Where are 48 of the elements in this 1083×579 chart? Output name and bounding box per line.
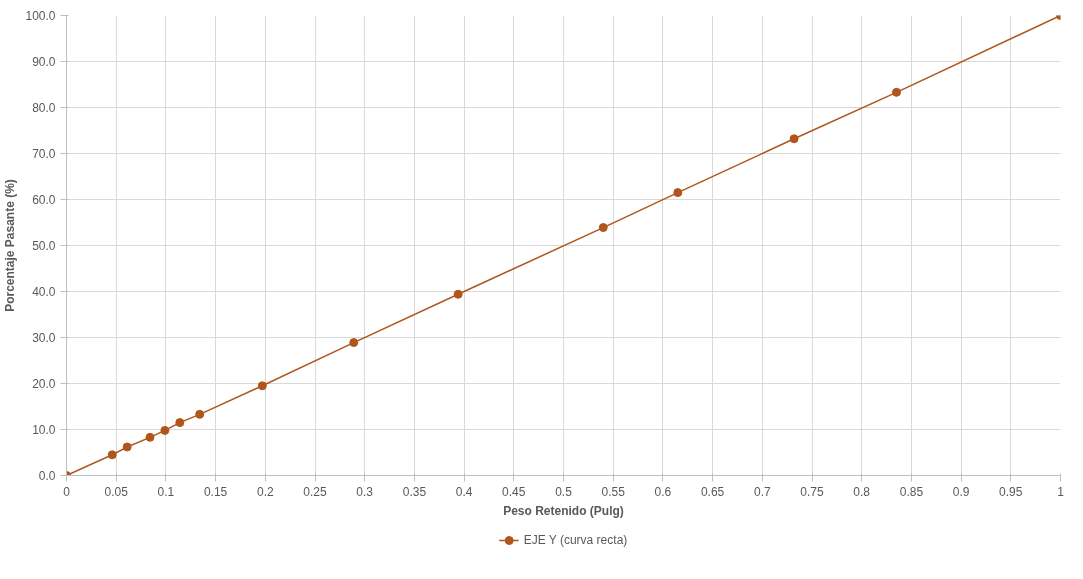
- x-tick-label: 1: [1057, 484, 1065, 499]
- y-tick-label: 50.0: [32, 239, 56, 253]
- point: [891, 87, 901, 97]
- x-tick-label: 0.65: [700, 484, 725, 499]
- y-tick-label: 0.0: [38, 469, 56, 483]
- point: [145, 432, 155, 442]
- point: [195, 409, 205, 419]
- point: [175, 418, 185, 428]
- x-tick-label: 0.75: [800, 484, 824, 499]
- y-tick-label: 100.0: [25, 9, 56, 23]
- x-tick-label: 0.7: [753, 484, 771, 499]
- point: [122, 442, 132, 452]
- x-tick-label: 0.95: [999, 484, 1023, 499]
- point: [453, 289, 463, 299]
- x-tick-label: 0: [63, 484, 71, 499]
- x-axis-title: Peso Retenido (Pulg): [503, 503, 624, 518]
- y-axis-title: Porcentaje Pasante (%): [3, 179, 18, 312]
- point: [107, 450, 117, 460]
- x-tick-label: 0.15: [203, 484, 228, 499]
- x-tick-label: 0.8: [853, 484, 871, 499]
- x-tick-label: 0.35: [402, 484, 427, 499]
- x-tick-label: 0.6: [654, 484, 672, 499]
- x-tick-label: 0.5: [555, 484, 573, 499]
- y-tick-label: 70.0: [32, 147, 56, 161]
- x-tick-label: 0.55: [601, 484, 626, 499]
- y-tick-label: 80.0: [32, 101, 56, 115]
- legend-label: EJE Y (curva recta): [523, 533, 628, 547]
- point: [349, 338, 359, 348]
- x-tick-label: 0.1: [157, 484, 175, 499]
- x-tick-label: 0.3: [356, 484, 374, 499]
- x-tick-label: 0.4: [455, 484, 473, 499]
- point: [789, 134, 799, 144]
- x-tick-label: 0.05: [104, 484, 129, 499]
- y-tick-label: 40.0: [32, 285, 56, 299]
- y-tick-label: 90.0: [32, 55, 56, 69]
- y-tick-label: 20.0: [32, 377, 56, 391]
- y-tick-label: 30.0: [32, 331, 56, 345]
- x-tick-label: 0.2: [256, 484, 274, 499]
- point: [598, 223, 608, 233]
- point: [257, 381, 267, 391]
- x-tick-label: 0.45: [502, 484, 526, 499]
- x-tick-label: 0.25: [303, 484, 327, 499]
- y-tick-label: 60.0: [32, 193, 56, 207]
- y-tick-label: 10.0: [32, 423, 56, 437]
- point: [160, 425, 170, 435]
- x-tick-label: 0.9: [952, 484, 970, 499]
- x-tick-label: 0.85: [899, 484, 924, 499]
- point: [673, 188, 683, 198]
